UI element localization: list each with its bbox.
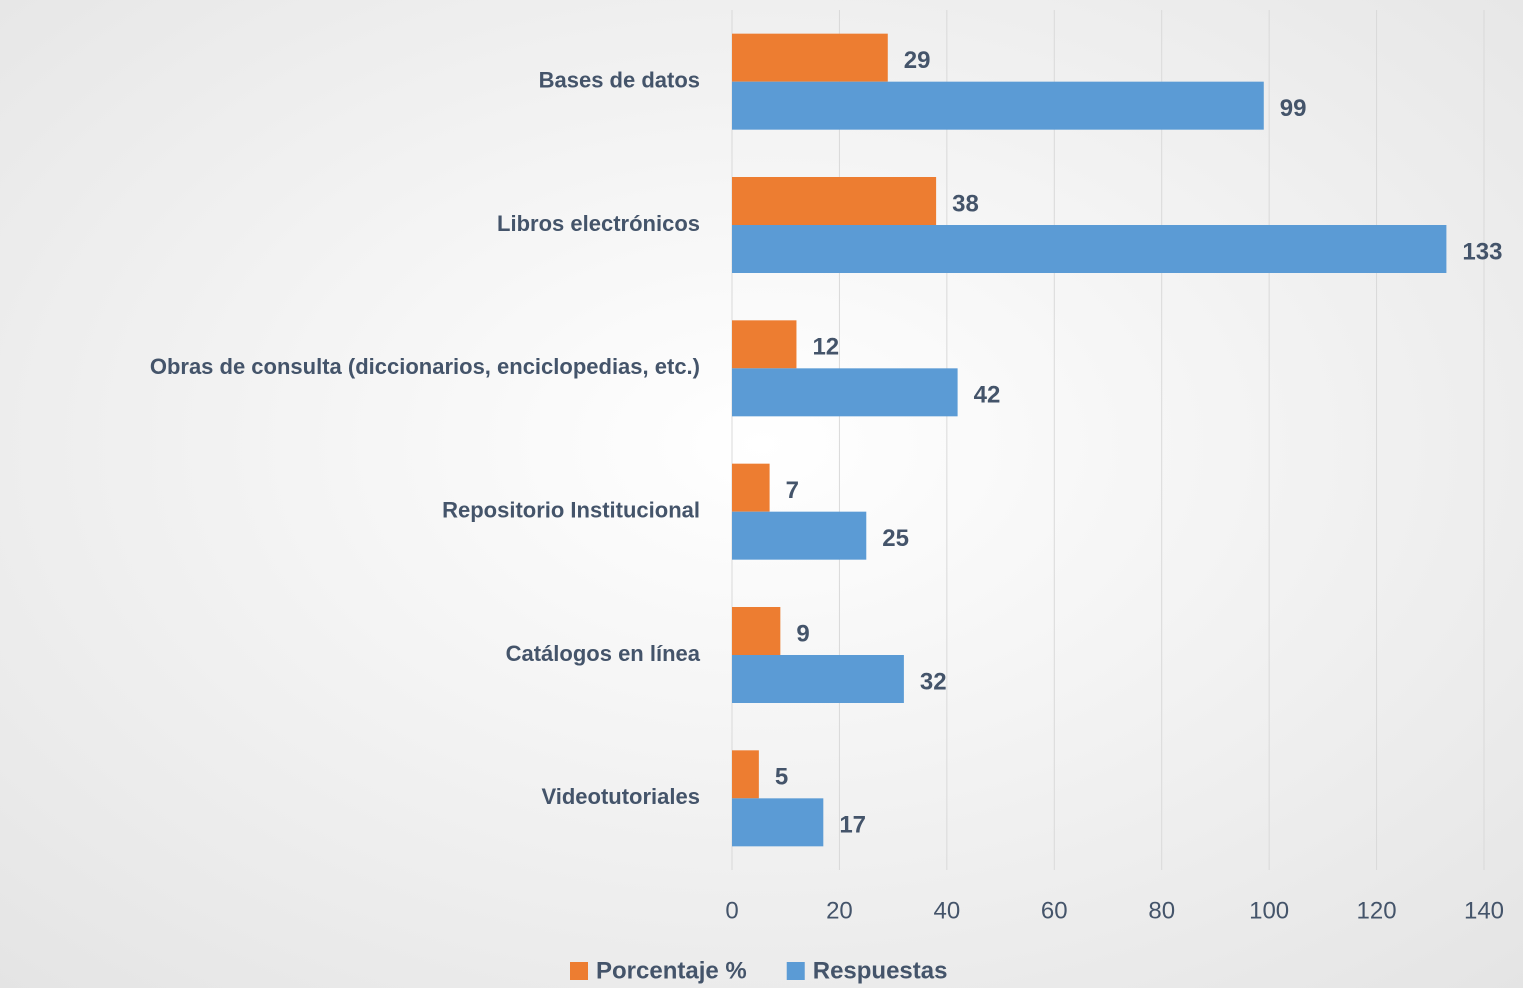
legend-swatch — [786, 962, 805, 980]
category-label: Repositorio Institucional — [442, 497, 700, 522]
x-tick-label: 20 — [826, 897, 853, 924]
x-tick-label: 80 — [1148, 897, 1175, 924]
category-label: Catálogos en línea — [506, 641, 701, 666]
legend-label: Respuestas — [813, 957, 948, 984]
x-tick-label: 0 — [725, 897, 738, 924]
x-tick-label: 60 — [1041, 897, 1068, 924]
data-label: 99 — [1280, 95, 1307, 122]
data-label: 12 — [812, 334, 839, 361]
data-label: 29 — [904, 47, 931, 74]
bar — [732, 177, 937, 225]
bar — [732, 511, 867, 560]
bar — [732, 798, 824, 847]
data-label: 133 — [1462, 238, 1502, 265]
legend-swatch — [570, 962, 588, 980]
x-tick-label: 100 — [1249, 897, 1289, 924]
data-label: 9 — [796, 620, 809, 647]
bar — [732, 225, 1447, 273]
bar — [732, 655, 904, 703]
x-tick-label: 40 — [934, 897, 961, 924]
data-label: 17 — [839, 812, 866, 839]
category-label: Libros electrónicos — [497, 211, 700, 236]
legend-label: Porcentaje % — [596, 957, 747, 984]
bar — [732, 463, 770, 512]
bar — [732, 607, 781, 655]
category-label: Obras de consulta (diccionarios, enciclo… — [150, 354, 700, 379]
category-label: Videotutoriales — [541, 784, 700, 809]
data-label: 32 — [920, 668, 947, 695]
bar — [732, 750, 759, 799]
bar — [732, 320, 797, 369]
bar — [732, 33, 888, 82]
data-label: 7 — [786, 477, 799, 504]
bar — [732, 81, 1264, 130]
data-label: 5 — [775, 764, 788, 791]
category-label: Bases de datos — [539, 67, 700, 92]
data-label: 38 — [952, 190, 979, 217]
data-label: 25 — [882, 525, 909, 552]
data-label: 42 — [974, 382, 1001, 409]
bar — [732, 368, 958, 417]
x-tick-label: 120 — [1357, 897, 1397, 924]
x-tick-label: 140 — [1464, 897, 1504, 924]
